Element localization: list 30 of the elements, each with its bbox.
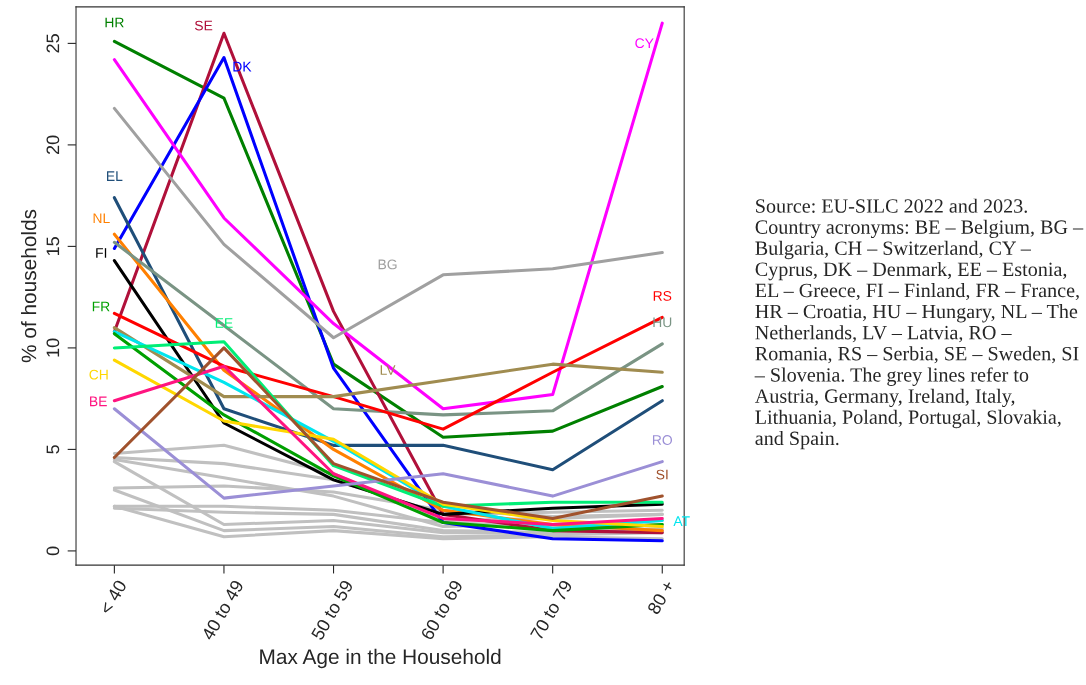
x-tick-label: 40 to 49	[200, 579, 245, 642]
series-label: CY	[635, 38, 654, 49]
series-label: SI	[656, 469, 668, 480]
series-label: FI	[96, 248, 107, 258]
text: Source: EU-SILC 2022 and 2023. Country acronyms: BE – Belgium, BG – Bulgaria, CH – Switzerland, CY – Cyprus, DK – Denmark, EE – Estonia, EL – Greece, FI – Finland, FR – France, HR – Croatia, HU – Hungary, NL – The Netherlands, LV – Latvia, RO – Romania, RS – Serbia, SE – Sweden, SI – Slovenia. The grey lines refer to Austria, Germany, Ireland, Italy, Lithuania, Poland, Portugal, Slovakia, and Spain.	[754, 198, 1084, 450]
y-tick-label: 25	[46, 34, 60, 53]
y-tick-label: 10	[46, 338, 60, 357]
series-label: BE	[90, 396, 107, 407]
series-label: CH	[89, 369, 108, 380]
x-tick-label: 50 to 59	[310, 579, 354, 641]
series-label: EE	[215, 318, 233, 328]
text: BG	[378, 259, 397, 270]
series-label: HU	[653, 317, 672, 328]
series-label: RS	[653, 290, 672, 301]
x-axis-title: Max Age in the Household	[260, 648, 501, 669]
series-label: HR	[105, 17, 124, 28]
series-label: FR	[92, 301, 110, 312]
y-tick-label: 0	[46, 546, 60, 556]
series-label: EL	[107, 171, 123, 181]
y-tick-label: 20	[46, 135, 60, 155]
x-tick-label: < 40	[99, 579, 128, 616]
series-label: NL	[93, 213, 110, 223]
y-tick-label: 15	[46, 237, 60, 256]
series-label: SE	[194, 20, 213, 31]
y-tick-label: 5	[46, 445, 60, 454]
y-axis-title: % of households	[21, 209, 37, 363]
series-label: RO	[652, 435, 673, 445]
x-tick-label: 80 +	[646, 579, 675, 616]
x-tick-label: 60 to 69	[420, 579, 464, 641]
x-tick-label: 70 to 79	[529, 579, 573, 641]
